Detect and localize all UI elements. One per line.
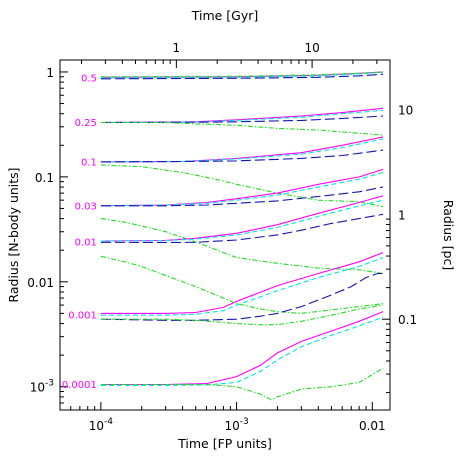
series-line-cyan-21 [100,257,384,316]
series-line-cyan-5 [100,109,384,124]
right-tick-label: 0.1 [398,313,417,327]
series-line-blue-18 [100,213,384,244]
series-line-green-19 [100,255,384,314]
series-line-blue-14 [100,186,384,207]
series-lines [100,71,384,401]
series-line-magenta-16 [100,195,384,242]
y-tick-label: 10-3 [30,379,54,395]
x-tick-label: 10-4 [89,417,114,433]
x-tick-label: 0.01 [359,419,386,433]
series-line-blue-2 [100,73,384,80]
series-line-magenta-20 [100,252,384,314]
series-line-magenta-4 [100,107,384,124]
series-line-blue-6 [100,115,384,124]
x-axis-label: Time [FP units] [177,436,272,451]
series-line-cyan-25 [100,316,384,386]
right-tick-label: 10 [398,103,413,117]
series-line-cyan-13 [100,171,384,207]
series-line-magenta-8 [100,136,384,163]
y-tick-label: 0.01 [27,276,54,290]
level-label: 0.5 [81,73,97,84]
series-line-magenta-24 [100,311,384,386]
plot-frame [59,59,391,411]
top-axis-label: Time [Gyr] [191,8,259,23]
series-line-green-23 [100,304,384,326]
series-line-green-26 [100,367,384,401]
series-line-green-11 [100,164,384,208]
right-axis-label: Radius [pc] [441,200,456,270]
series-line-blue-10 [100,149,384,163]
right-tick-label: 1 [398,208,406,222]
axis-ticks [59,60,390,411]
level-label: 0.01 [75,237,97,248]
series-line-green-3 [100,71,384,78]
level-label: 0.0001 [62,380,97,391]
y-tick-label: 1 [46,66,54,80]
y-axis-label: Radius [N-body units] [6,167,21,302]
top-tick-label: 10 [304,41,319,55]
level-labels: 0.5 0.25 0.1 0.03 0.01 0.001 0.0001 [62,73,97,391]
level-label: 0.001 [68,311,97,322]
level-label: 0.1 [81,157,97,168]
y-tick-label: 0.1 [35,171,54,185]
series-line-magenta-12 [100,168,384,207]
series-line-green-7 [100,121,384,136]
series-line-cyan-17 [100,199,384,242]
series-line-green-15 [100,218,384,275]
x-tick-label: 10-3 [224,417,248,433]
level-label: 0.25 [75,118,97,129]
tick-labels: 10-4 10-3 0.01 10-3 0.01 0.1 1 1 10 0.1 1 10 [27,41,417,433]
series-line-blue-22 [100,272,384,321]
top-tick-label: 1 [173,41,181,55]
level-label: 0.03 [75,201,97,212]
series-line-cyan-9 [100,138,384,163]
